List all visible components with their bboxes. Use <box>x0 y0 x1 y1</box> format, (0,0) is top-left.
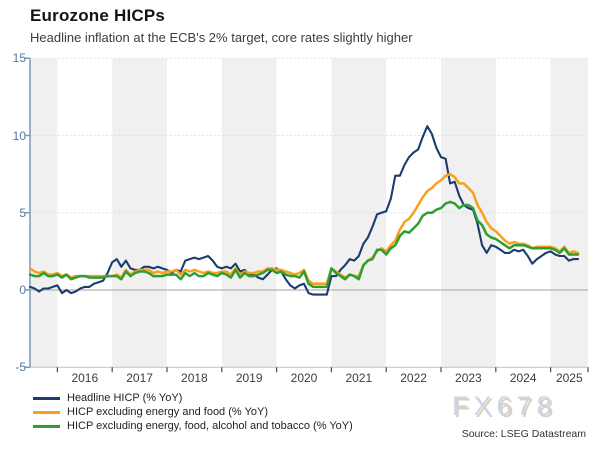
x-axis-label-2017: 2017 <box>126 371 153 385</box>
legend-item-hicp-core: HICP excluding energy, food, alcohol and… <box>33 419 353 433</box>
x-axis-label-2025: 2025 <box>555 371 583 385</box>
headline-hicp-line <box>28 125 580 296</box>
y-axis-label-5: 5 <box>19 205 26 220</box>
y-axis-label-15: 15 <box>12 51 26 66</box>
year-band <box>441 58 496 368</box>
x-axis-label-2020: 2020 <box>290 371 318 385</box>
y-axis-label-0: 0 <box>19 283 26 297</box>
legend-label-headline-hicp: Headline HICP (% YoY) <box>67 392 183 404</box>
x-axis-label-2022: 2022 <box>400 371 427 385</box>
legend: Headline HICP (% YoY) HICP excluding ene… <box>33 391 353 433</box>
x-axis-label-2021: 2021 <box>345 371 373 385</box>
y-axis-label-10: 10 <box>12 128 26 143</box>
legend-label-hicp-core: HICP excluding energy, food, alcohol and… <box>67 420 353 432</box>
legend-swatch-headline-hicp <box>33 396 60 400</box>
legend-item-headline-hicp: Headline HICP (% YoY) <box>33 391 353 405</box>
chart-title: Eurozone HICPs <box>30 6 166 25</box>
legend-swatch-hicp-ex-energy-food <box>33 410 60 414</box>
x-axis-label-2016: 2016 <box>71 371 99 385</box>
year-band <box>550 58 588 368</box>
chart-subtitle: Headline inflation at the ECB's 2% targe… <box>30 30 413 45</box>
x-axis-label-2019: 2019 <box>235 371 263 385</box>
x-axis-label-2023: 2023 <box>455 371 482 385</box>
source-attribution: Source: LSEG Datastream <box>461 428 586 440</box>
x-axis-label-2024: 2024 <box>509 371 537 385</box>
hicp-core-line <box>28 200 580 289</box>
legend-label-hicp-ex-energy-food: HICP excluding energy and food (% YoY) <box>67 406 268 418</box>
fx678-watermark: FX678 <box>452 391 557 421</box>
y-axis-label-neg5: -5 <box>15 360 26 375</box>
x-axis-label-2018: 2018 <box>181 371 208 385</box>
legend-swatch-hicp-core <box>33 424 60 428</box>
year-band <box>112 58 167 368</box>
legend-item-hicp-ex-energy-food: HICP excluding energy and food (% YoY) <box>33 405 353 419</box>
